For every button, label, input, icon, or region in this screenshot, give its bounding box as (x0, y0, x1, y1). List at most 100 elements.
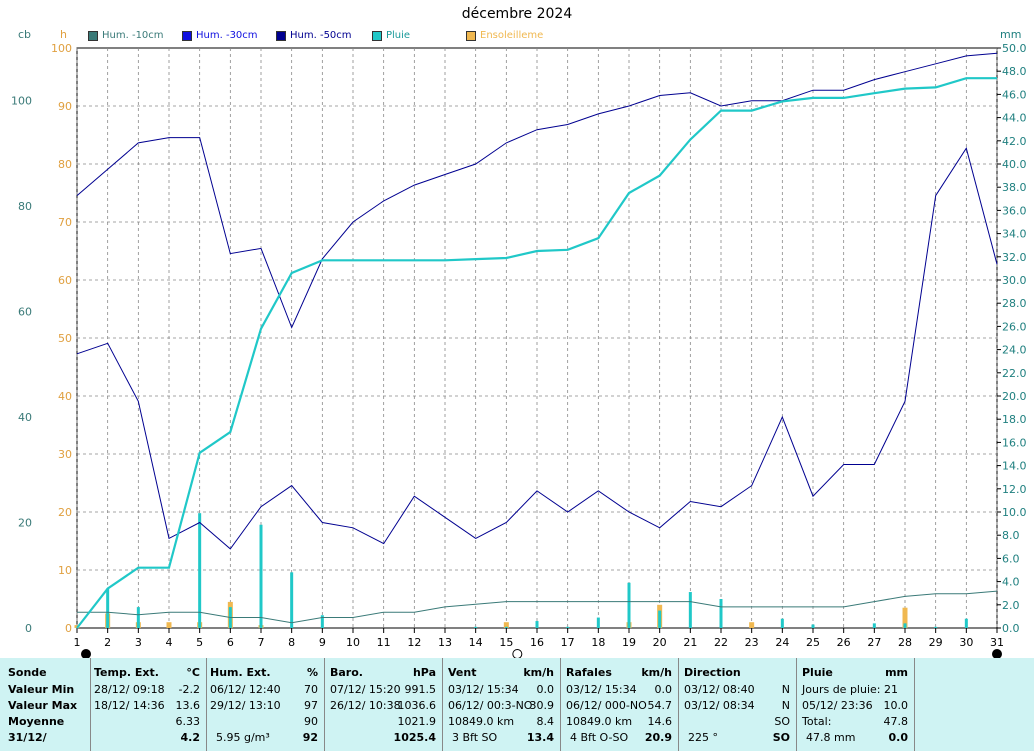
stat-unit: mm (885, 666, 908, 679)
x-tick-label: 6 (227, 636, 234, 649)
stat-current-detail: 4 Bft O-SO (570, 731, 629, 744)
mm-tick-label: 44.0 (1002, 112, 1027, 125)
sunshine-bar (749, 622, 755, 628)
stat-max-date: 06/12/ 000-NO (566, 699, 647, 712)
mm-tick-label: 14.0 (1002, 460, 1027, 473)
moon-phase-icon (512, 649, 523, 658)
stat-min-date: 03/12/ 08:40 (684, 683, 755, 696)
mm-tick-label: 36.0 (1002, 204, 1027, 217)
daily-rain-bar (934, 626, 938, 628)
stat-unit: hPa (412, 666, 436, 679)
mm-tick-label: 6.0 (1002, 552, 1020, 565)
x-tick-label: 10 (346, 636, 360, 649)
stat-header: Hum. Ext. (210, 666, 271, 679)
stats-panel: Sonde Valeur Min Valeur Max Moyenne 31/1… (0, 658, 1034, 751)
stats-col-sonde: Sonde Valeur Min Valeur Max Moyenne 31/1… (0, 658, 91, 751)
stat-current-value: 20.9 (644, 731, 672, 744)
stat-moy-value: 90 (304, 715, 318, 728)
stat-current-detail: 5.95 g/m³ (216, 731, 270, 744)
daily-rain-bar (320, 615, 324, 628)
mm-tick-label: 40.0 (1002, 158, 1027, 171)
stat-moy-value: 1021.9 (397, 715, 437, 728)
cb-axis-unit: cb (18, 28, 32, 41)
x-tick-label: 31 (990, 636, 1004, 649)
stat-min-date: 07/12/ 15:20 (330, 683, 401, 696)
cb-tick-label: 40 (18, 411, 32, 424)
daily-rain-bar (596, 617, 600, 628)
mm-tick-label: 4.0 (1002, 576, 1020, 589)
daily-rain-bar (474, 626, 478, 628)
stat-max-value: 10.0 (883, 699, 909, 712)
stat-max-value: 97 (304, 699, 318, 712)
stat-max-value: 13.6 (175, 699, 201, 712)
stat-current-value: 0.0 (888, 731, 909, 744)
mm-tick-label: 50.0 (1002, 42, 1027, 55)
daily-rain-bar (872, 623, 876, 628)
stat-max-date: 29/12/ 13:10 (210, 699, 281, 712)
stat-min-value: 70 (304, 683, 318, 696)
x-tick-label: 21 (683, 636, 697, 649)
daily-rain-bar (964, 618, 968, 628)
stats-col-rafales: Rafales km/h 03/12/ 15:34 0.0 06/12/ 000-N… (560, 658, 679, 751)
stat-max-date: 03/12/ 08:34 (684, 699, 755, 712)
stat-max-date: 05/12/ 23:36 (802, 699, 873, 712)
daily-rain-bar (780, 618, 784, 628)
mm-tick-label: 38.0 (1002, 181, 1027, 194)
legend-item-pluie: Pluie (372, 30, 410, 41)
mm-axis-unit: mm (1000, 28, 1022, 41)
stat-rain-days: Jours de pluie: 21 (802, 683, 898, 696)
mm-tick-label: 28.0 (1002, 297, 1027, 310)
stat-min-value: N (781, 683, 790, 696)
legend-swatch (276, 30, 286, 41)
hum-50cm-line-upper (76, 52, 998, 329)
stat-header: Baro. (330, 666, 363, 679)
x-tick-label: 18 (591, 636, 605, 649)
stats-col-hum: Hum. Ext.% 06/12/ 12:40 70 29/12/ 13:10 97… (206, 658, 325, 751)
stats-col-baro: Baro. hPa 07/12/ 15:20 991.5 26/12/ 10:38 1… (324, 658, 443, 751)
stat-unit: km/h (641, 666, 672, 679)
stat-moy-detail: 10849.0 km (448, 715, 515, 728)
x-tick-label: 19 (622, 636, 636, 649)
h-tick-label: 60 (58, 274, 72, 287)
stat-header: Sonde (8, 666, 47, 679)
chart-canvas: 100806040200100908070605040302010050.048… (11, 42, 1027, 658)
sunshine-bar (166, 622, 172, 628)
stat-current-value: 92 (302, 731, 318, 744)
h-tick-label: 30 (58, 448, 72, 461)
legend-label: Pluie (386, 30, 411, 41)
chart-title: décembre 2024 (461, 6, 573, 22)
daily-rain-bar (903, 623, 907, 628)
daily-rain-bar (535, 621, 539, 628)
stat-header: Rafales (566, 666, 612, 679)
moon-phase-icon (992, 649, 1002, 658)
cb-tick-label: 0 (25, 622, 32, 635)
stat-min-value: -2.2 (178, 683, 200, 696)
legend-swatch (466, 30, 476, 41)
x-tick-label: 3 (135, 636, 142, 649)
cb-tick-label: 80 (18, 200, 32, 213)
daily-rain-bar (719, 599, 723, 628)
x-tick-label: 25 (806, 636, 820, 649)
daily-rain-bar (504, 626, 508, 628)
stat-header: Pluie (802, 666, 833, 679)
mm-tick-label: 12.0 (1002, 483, 1027, 496)
mm-tick-label: 32.0 (1002, 251, 1027, 264)
stat-moy-detail: 10849.0 km (566, 715, 633, 728)
x-tick-label: 30 (959, 636, 973, 649)
x-tick-label: 5 (196, 636, 203, 649)
stats-col-direction: Direction 03/12/ 08:40 N 03/12/ 08:34 N SO… (678, 658, 797, 751)
stat-max-value: N (781, 699, 790, 712)
sunshine-bar (503, 622, 509, 628)
h-tick-label: 70 (58, 216, 72, 229)
mm-tick-label: 10.0 (1002, 506, 1027, 519)
stat-moy-value: SO (774, 715, 790, 728)
stat-label-min: Valeur Min (8, 683, 75, 696)
mm-tick-label: 2.0 (1002, 599, 1020, 612)
stat-max-date: 18/12/ 14:36 (94, 699, 165, 712)
legend-item-ensoleillement: Ensoleilleme (466, 30, 543, 41)
stat-current-detail: 3 Bft SO (452, 731, 498, 744)
stat-moy-value: 14.6 (647, 715, 673, 728)
mm-tick-label: 18.0 (1002, 413, 1027, 426)
stats-col-pluie: Pluie mm Jours de pluie: 21 05/12/ 23:36 1… (796, 658, 915, 751)
h-tick-label: 0 (65, 622, 72, 635)
